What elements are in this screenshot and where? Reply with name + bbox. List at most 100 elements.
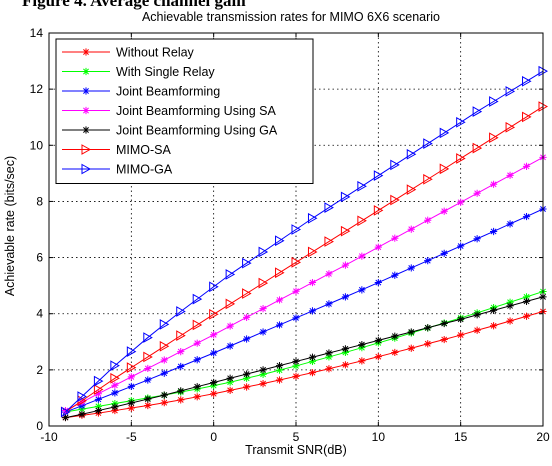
x-tick-label: 0 <box>210 430 217 444</box>
data-point <box>210 390 218 398</box>
data-point <box>259 328 267 336</box>
data-point <box>358 252 366 260</box>
data-point <box>243 335 251 343</box>
data-point <box>78 410 86 418</box>
data-point <box>258 277 269 289</box>
y-tick-label: 6 <box>36 251 43 265</box>
legend-marker <box>81 163 92 175</box>
data-point <box>126 362 137 373</box>
legend-marker <box>82 87 90 95</box>
data-point <box>490 306 498 314</box>
data-point <box>242 288 252 299</box>
x-axis-label: Transmit SNR(dB) <box>245 443 347 457</box>
data-point <box>292 287 300 295</box>
data-point <box>440 207 448 215</box>
data-point <box>225 269 236 280</box>
data-point <box>423 138 433 149</box>
data-point <box>341 293 349 301</box>
legend-label: With Single Relay <box>116 65 215 79</box>
data-point <box>522 212 531 221</box>
x-tick-label: -5 <box>126 430 137 444</box>
data-point <box>94 395 102 403</box>
data-point <box>456 116 466 128</box>
data-point <box>439 163 450 175</box>
legend-entry: Joint Beamforming Using SA <box>62 104 276 118</box>
data-point <box>127 373 135 381</box>
data-point <box>522 162 531 170</box>
x-tick-label: 15 <box>454 430 468 444</box>
x-tick-label: 5 <box>293 430 300 444</box>
legend-label: Without Relay <box>116 46 195 60</box>
data-point <box>325 270 333 278</box>
series-joint-beamforming-using-sa <box>61 153 547 415</box>
data-point <box>94 406 102 415</box>
data-point <box>275 267 285 279</box>
data-point <box>226 378 234 386</box>
data-point <box>374 243 382 251</box>
series-line <box>65 106 544 413</box>
x-tick-label: -10 <box>40 430 58 444</box>
data-point <box>144 376 152 384</box>
data-point <box>94 402 102 410</box>
data-point <box>126 346 137 357</box>
axis-ticks: -10 -5 0 5 10 15 20 0 2 4 6 8 10 12 14 <box>30 26 550 444</box>
data-point <box>144 364 152 373</box>
data-point <box>373 170 384 181</box>
data-point <box>78 402 86 410</box>
data-point <box>407 264 415 272</box>
data-point <box>143 332 153 343</box>
data-point <box>472 106 483 117</box>
legend-entry: With Single Relay <box>62 65 215 79</box>
y-tick-label: 2 <box>36 363 43 377</box>
data-point <box>209 308 219 320</box>
data-point <box>243 370 251 378</box>
data-point <box>159 319 170 330</box>
legend-label: Joint Beamforming Using GA <box>116 124 278 138</box>
data-point <box>325 365 333 373</box>
data-point <box>275 362 284 370</box>
data-point <box>176 330 186 341</box>
data-point <box>143 351 153 363</box>
data-point <box>505 86 516 97</box>
data-point <box>391 348 399 357</box>
legend-entry: MIMO-SA <box>62 143 172 157</box>
data-point <box>457 315 465 323</box>
data-point <box>259 370 267 378</box>
data-point <box>506 317 514 325</box>
data-point <box>473 189 481 197</box>
data-point <box>111 381 119 389</box>
data-point <box>127 382 135 391</box>
data-point <box>325 300 333 308</box>
data-point <box>292 314 300 322</box>
data-point <box>374 336 382 344</box>
data-point <box>176 306 186 317</box>
data-point <box>473 311 481 319</box>
data-point <box>341 348 349 357</box>
data-point <box>275 366 284 374</box>
data-point <box>324 236 334 247</box>
data-point <box>439 127 450 139</box>
legend-box <box>55 38 314 184</box>
legend-marker <box>82 48 90 56</box>
legend-label: Joint Beamforming Using SA <box>116 104 276 118</box>
y-axis-label: Achievable rate (bits/sec) <box>3 156 17 296</box>
data-point <box>177 362 185 371</box>
data-point <box>424 216 432 224</box>
data-point <box>308 307 317 315</box>
y-tick-label: 10 <box>30 138 44 152</box>
data-point <box>374 353 382 361</box>
data-point <box>292 357 300 366</box>
series-line <box>65 156 544 412</box>
data-point <box>226 322 234 330</box>
series-line <box>65 296 544 419</box>
data-point <box>457 198 465 206</box>
data-point <box>325 349 333 357</box>
data-point <box>374 278 382 287</box>
data-point <box>177 387 185 395</box>
data-point <box>522 75 532 87</box>
series-mimo-sa <box>60 101 549 418</box>
legend-marker <box>81 144 92 155</box>
legend-entry: Joint Beamforming <box>62 85 220 99</box>
data-point <box>358 340 366 349</box>
